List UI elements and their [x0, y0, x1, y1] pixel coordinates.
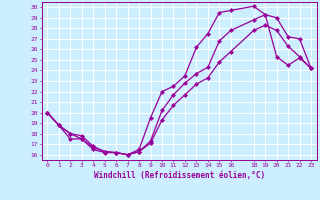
- X-axis label: Windchill (Refroidissement éolien,°C): Windchill (Refroidissement éolien,°C): [94, 171, 265, 180]
